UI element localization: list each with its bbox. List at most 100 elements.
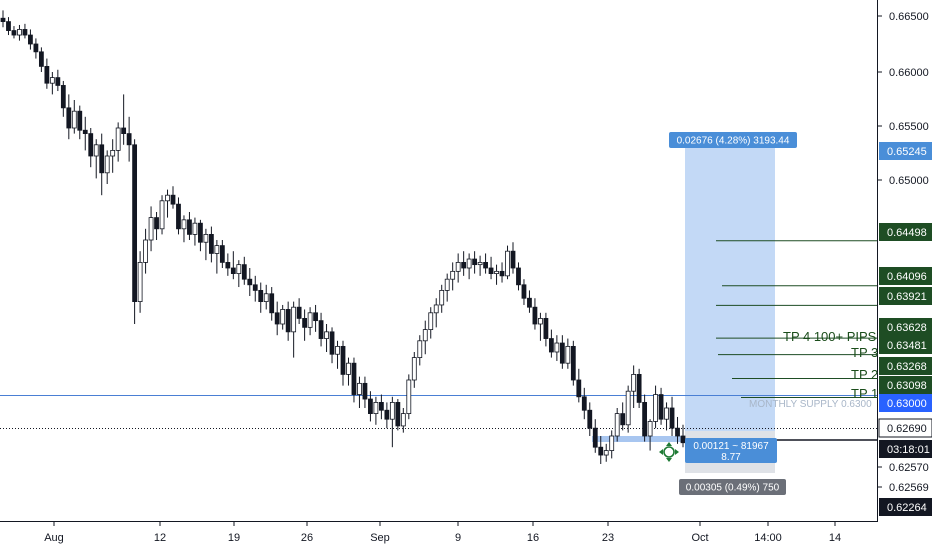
candle (225, 253, 231, 276)
candle (631, 365, 637, 408)
candle (532, 298, 538, 330)
price-tag: 0.63921 (879, 287, 932, 305)
candle (417, 335, 423, 366)
candle (548, 329, 554, 358)
y-tick-label: 0.65000 (889, 175, 929, 187)
x-tick-label: 14 (829, 532, 841, 544)
price-tag: 0.64096 (879, 267, 932, 285)
candle (274, 301, 280, 336)
candle (378, 394, 384, 420)
tp3-label: TP 3 (851, 345, 878, 360)
candle (324, 324, 329, 352)
candle (620, 402, 626, 431)
candle (642, 394, 648, 442)
candle (60, 80, 66, 117)
candle (176, 197, 181, 235)
candle (598, 436, 604, 464)
svg-text:0.00305 (0.49%) 750: 0.00305 (0.49%) 750 (686, 483, 780, 494)
svg-text:03:18:01: 03:18:01 (887, 444, 930, 456)
svg-text:0.63000: 0.63000 (887, 398, 927, 410)
candle (159, 195, 165, 235)
svg-text:0.62690: 0.62690 (887, 423, 927, 435)
candle (329, 327, 335, 364)
candle (505, 245, 510, 280)
candle (521, 279, 527, 305)
monthly-supply-label: MONTHLY SUPPLY 0.6300 (749, 399, 872, 410)
candle (247, 268, 253, 296)
tp2-label: TP 2 (851, 367, 878, 382)
take-profit-lines[interactable] (716, 240, 877, 399)
candle (307, 307, 313, 336)
candle (104, 150, 110, 184)
candle (38, 47, 44, 72)
y-tick-label: 0.66500 (889, 11, 929, 23)
svg-text:0.63098: 0.63098 (887, 380, 927, 392)
candle (28, 29, 33, 50)
candle (66, 94, 72, 140)
candle (230, 251, 236, 280)
candle (664, 402, 669, 431)
candle (527, 290, 532, 313)
candle (499, 262, 505, 283)
candle (669, 396, 675, 436)
candle (389, 396, 395, 448)
x-tick-label: 12 (154, 532, 166, 544)
move-handle-icon[interactable] (659, 442, 679, 462)
price-axis-tags: 0.65245 0.64498 0.64096 0.63921 0.63628 0.634… (878, 142, 932, 516)
candle (658, 387, 664, 425)
candle (559, 335, 565, 369)
candle (411, 352, 417, 388)
price-tag: 03:18:01 (879, 440, 932, 458)
candle (357, 376, 362, 408)
candle (587, 402, 593, 436)
price-axis-ticks: 0.66500 0.66000 0.65500 0.65000 0.62570 0.625… (877, 11, 929, 494)
svg-text:0.00121 ~ 81967: 0.00121 ~ 81967 (693, 441, 769, 452)
x-tick-label: 9 (455, 532, 461, 544)
candle (576, 368, 582, 403)
candle (71, 100, 77, 134)
svg-text:0.62264: 0.62264 (887, 502, 927, 514)
x-tick-label: 14:00 (754, 532, 782, 544)
price-tag: 0.62690 (878, 418, 932, 438)
x-tick-label: Sep (370, 532, 390, 544)
price-tag: 0.63000 (879, 394, 932, 412)
candle (17, 24, 22, 41)
candle (450, 262, 456, 291)
x-tick-label: Oct (691, 532, 708, 544)
price-tag: 0.63268 (879, 357, 932, 375)
candle (494, 264, 499, 285)
candle (0, 10, 6, 28)
svg-text:0.63921: 0.63921 (887, 291, 927, 303)
price-tag: 0.62264 (879, 498, 932, 516)
candle (269, 287, 275, 321)
candle (516, 262, 521, 291)
svg-text:0.64096: 0.64096 (887, 271, 927, 283)
price-tag: 0.63098 (879, 376, 932, 394)
candle (340, 340, 346, 386)
candle (99, 133, 105, 196)
candle (55, 69, 61, 92)
price-tag: 0.64498 (879, 223, 932, 241)
candle (143, 228, 148, 274)
price-tag: 0.63628 (879, 318, 932, 336)
candle (395, 399, 401, 431)
candle (126, 116, 132, 162)
candle (214, 240, 220, 274)
svg-text:0.64498: 0.64498 (887, 227, 927, 239)
target-zone[interactable] (685, 148, 775, 431)
candle (483, 253, 488, 274)
candle (466, 253, 472, 280)
svg-text:0.63268: 0.63268 (887, 361, 927, 373)
candlestick-series (0, 10, 686, 464)
candle (77, 105, 83, 140)
svg-text:0.65245: 0.65245 (887, 146, 927, 158)
candle (351, 357, 357, 403)
candle (455, 253, 461, 283)
position-info-box: 0.00121 ~ 81967 8.77 (685, 438, 777, 463)
candle (313, 304, 318, 332)
candle (49, 72, 55, 95)
candle (625, 385, 631, 433)
candle (318, 312, 324, 347)
candle (510, 242, 516, 274)
